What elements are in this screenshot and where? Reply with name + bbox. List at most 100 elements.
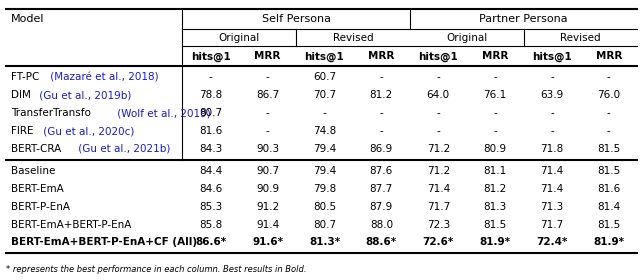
Text: -: - (493, 72, 497, 82)
Text: BERT-EmA+BERT-P-EnA: BERT-EmA+BERT-P-EnA (11, 220, 131, 230)
Text: 76.0: 76.0 (597, 90, 620, 100)
Text: 91.4: 91.4 (256, 220, 279, 230)
Text: 87.7: 87.7 (370, 184, 393, 194)
Text: 86.9: 86.9 (370, 144, 393, 154)
Text: 80.5: 80.5 (313, 202, 336, 212)
Text: 74.8: 74.8 (313, 126, 336, 136)
Text: 87.9: 87.9 (370, 202, 393, 212)
Text: 81.3: 81.3 (483, 202, 507, 212)
Text: 76.1: 76.1 (483, 90, 507, 100)
Text: Revised: Revised (333, 32, 373, 43)
Text: 86.7: 86.7 (256, 90, 279, 100)
Text: FIRE: FIRE (11, 126, 33, 136)
Text: Baseline: Baseline (11, 166, 55, 176)
Text: 87.6: 87.6 (370, 166, 393, 176)
Text: MRR: MRR (368, 52, 394, 61)
Text: 86.6*: 86.6* (195, 237, 227, 248)
Text: -: - (550, 108, 554, 118)
Text: FT-PC: FT-PC (11, 72, 39, 82)
Text: 63.9: 63.9 (540, 90, 564, 100)
Text: hits@1: hits@1 (419, 51, 458, 62)
Text: Original: Original (446, 32, 487, 43)
Text: hits@1: hits@1 (532, 51, 572, 62)
Text: -: - (436, 126, 440, 136)
Text: -: - (380, 108, 383, 118)
Text: -: - (436, 72, 440, 82)
Text: 81.5: 81.5 (483, 220, 507, 230)
Text: -: - (607, 72, 611, 82)
Text: 90.9: 90.9 (256, 184, 279, 194)
Text: 80.9: 80.9 (484, 144, 507, 154)
Text: (Mazaré et al., 2018): (Mazaré et al., 2018) (47, 72, 159, 82)
Text: 81.2: 81.2 (483, 184, 507, 194)
Text: 64.0: 64.0 (427, 90, 450, 100)
Text: -: - (266, 108, 269, 118)
Text: 71.3: 71.3 (540, 202, 564, 212)
Text: 80.7: 80.7 (199, 108, 222, 118)
Text: DIM: DIM (11, 90, 31, 100)
Text: 81.5: 81.5 (597, 144, 621, 154)
Text: (Gu et al., 2021b): (Gu et al., 2021b) (76, 144, 171, 154)
Text: 91.6*: 91.6* (252, 237, 283, 248)
Text: -: - (323, 108, 326, 118)
Text: (Gu et al., 2020c): (Gu et al., 2020c) (40, 126, 134, 136)
Text: hits@1: hits@1 (191, 51, 230, 62)
Text: 88.0: 88.0 (370, 220, 393, 230)
Text: 71.2: 71.2 (427, 144, 450, 154)
Text: 71.4: 71.4 (540, 166, 564, 176)
Text: 90.7: 90.7 (256, 166, 279, 176)
Text: BERT-EmA+BERT-P-EnA+CF (All): BERT-EmA+BERT-P-EnA+CF (All) (11, 237, 196, 248)
Text: 78.8: 78.8 (199, 90, 222, 100)
Text: Revised: Revised (560, 32, 601, 43)
Text: -: - (607, 126, 611, 136)
Text: -: - (266, 72, 269, 82)
Text: 81.4: 81.4 (597, 202, 621, 212)
Text: 90.3: 90.3 (256, 144, 279, 154)
Text: 71.4: 71.4 (427, 184, 450, 194)
Text: 81.9*: 81.9* (479, 237, 511, 248)
Text: (Gu et al., 2019b): (Gu et al., 2019b) (36, 90, 132, 100)
Text: -: - (380, 126, 383, 136)
Text: BERT-P-EnA: BERT-P-EnA (11, 202, 70, 212)
Text: 70.7: 70.7 (313, 90, 336, 100)
Text: 84.6: 84.6 (199, 184, 222, 194)
Text: -: - (607, 108, 611, 118)
Text: -: - (209, 72, 212, 82)
Text: 81.3*: 81.3* (309, 237, 340, 248)
Text: 71.7: 71.7 (427, 202, 450, 212)
Text: 72.6*: 72.6* (422, 237, 454, 248)
Text: -: - (550, 72, 554, 82)
Text: Partner Persona: Partner Persona (479, 14, 568, 24)
Text: Model: Model (11, 14, 44, 24)
Text: 72.3: 72.3 (427, 220, 450, 230)
Text: 81.9*: 81.9* (593, 237, 625, 248)
Text: 84.4: 84.4 (199, 166, 222, 176)
Text: 84.3: 84.3 (199, 144, 222, 154)
Text: -: - (493, 126, 497, 136)
Text: MRR: MRR (596, 52, 622, 61)
Text: -: - (436, 108, 440, 118)
Text: 71.8: 71.8 (540, 144, 564, 154)
Text: 81.1: 81.1 (483, 166, 507, 176)
Text: -: - (550, 126, 554, 136)
Text: 91.2: 91.2 (256, 202, 279, 212)
Text: (Wolf et al., 2019): (Wolf et al., 2019) (113, 108, 211, 118)
Text: 79.4: 79.4 (313, 144, 336, 154)
Text: 72.4*: 72.4* (536, 237, 568, 248)
Text: 85.3: 85.3 (199, 202, 222, 212)
Text: 81.6: 81.6 (597, 184, 621, 194)
Text: MRR: MRR (255, 52, 281, 61)
Text: 79.4: 79.4 (313, 166, 336, 176)
Text: 81.6: 81.6 (199, 126, 222, 136)
Text: 88.6*: 88.6* (366, 237, 397, 248)
Text: BERT-CRA: BERT-CRA (11, 144, 61, 154)
Text: 81.5: 81.5 (597, 166, 621, 176)
Text: 85.8: 85.8 (199, 220, 222, 230)
Text: 71.7: 71.7 (540, 220, 564, 230)
Text: 71.2: 71.2 (427, 166, 450, 176)
Text: Self Persona: Self Persona (262, 14, 330, 24)
Text: * represents the best performance in each column. Best results in Bold.: * represents the best performance in eac… (6, 265, 306, 274)
Text: 81.2: 81.2 (370, 90, 393, 100)
Text: 81.5: 81.5 (597, 220, 621, 230)
Text: hits@1: hits@1 (305, 51, 344, 62)
